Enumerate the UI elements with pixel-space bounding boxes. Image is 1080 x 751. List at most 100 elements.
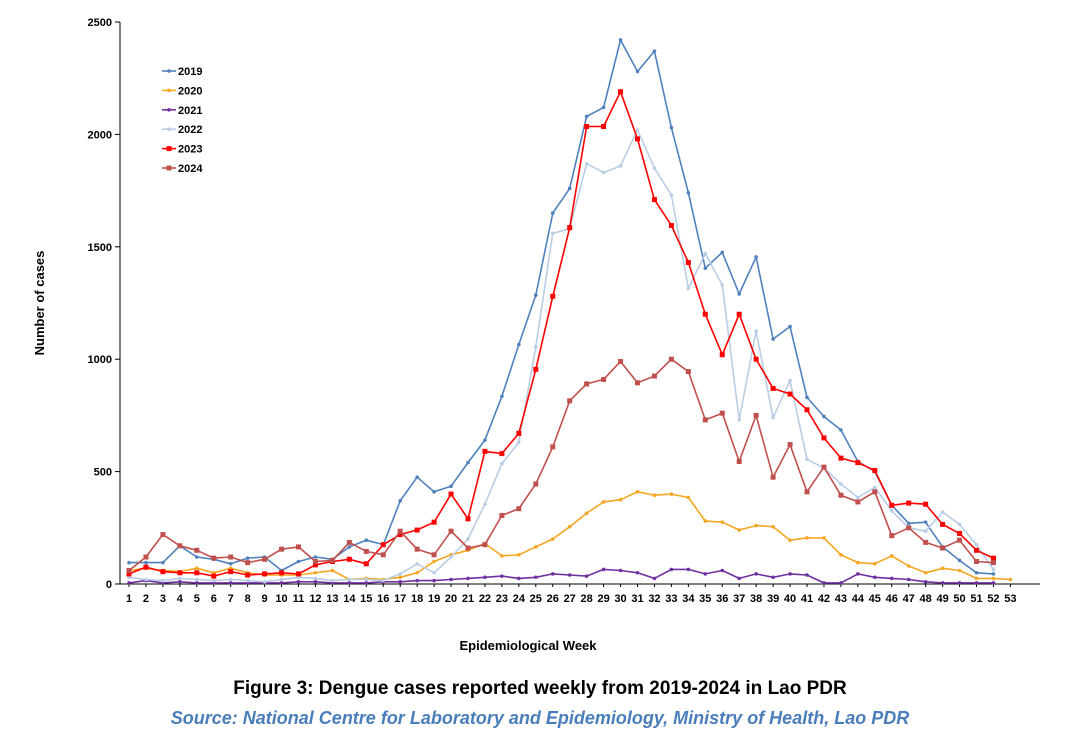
data-point: [550, 293, 556, 299]
data-point: [601, 170, 606, 175]
data-point: [567, 524, 572, 529]
data-point: [432, 559, 436, 564]
data-point: [346, 556, 352, 562]
series-line-2022: [128, 129, 995, 583]
data-point: [228, 581, 233, 585]
data-point: [567, 398, 573, 404]
data-point: [974, 542, 979, 547]
data-point: [500, 554, 504, 558]
data-point: [567, 573, 572, 577]
x-tick-label: 1: [126, 593, 132, 605]
data-point: [618, 358, 624, 364]
data-point: [889, 576, 894, 581]
data-point: [127, 560, 131, 565]
y-tick-label: 2000: [88, 129, 112, 141]
data-point: [584, 124, 590, 130]
data-point: [906, 521, 911, 526]
data-point: [584, 381, 590, 387]
x-tick-label: 53: [1004, 593, 1016, 605]
data-point: [618, 38, 623, 42]
legend-label: 2023: [178, 144, 202, 156]
data-point: [991, 572, 996, 576]
data-point: [991, 567, 996, 572]
data-point: [940, 510, 945, 514]
data-point: [906, 525, 912, 531]
data-point: [550, 211, 555, 215]
data-point: [567, 225, 573, 231]
data-point: [465, 545, 471, 551]
data-point: [126, 568, 132, 574]
data-point: [923, 501, 929, 507]
data-point: [737, 292, 741, 296]
data-point: [703, 572, 708, 576]
series-line-2019: [129, 39, 994, 575]
x-tick-label: 46: [886, 593, 898, 605]
data-point: [312, 559, 318, 565]
data-point: [873, 561, 877, 566]
data-point: [397, 532, 403, 538]
data-point: [923, 529, 928, 533]
x-tick-label: 36: [716, 593, 728, 605]
data-point: [330, 578, 335, 583]
data-point: [330, 568, 335, 573]
legend-swatch-marker: [167, 88, 171, 93]
data-point: [839, 581, 843, 585]
data-point: [940, 566, 945, 571]
data-point: [856, 560, 860, 565]
data-point: [838, 492, 844, 498]
data-point: [669, 125, 674, 130]
series-2024: [126, 356, 996, 574]
data-point: [618, 568, 623, 573]
data-point: [245, 578, 250, 583]
data-point: [889, 509, 894, 513]
data-point: [567, 186, 572, 191]
data-point: [974, 576, 979, 581]
x-tick-label: 16: [377, 593, 389, 605]
x-tick-label: 9: [262, 593, 268, 605]
y-axis-title: Number of cases: [32, 251, 47, 356]
legend-label: 2020: [178, 85, 202, 97]
data-point: [584, 574, 589, 578]
data-point: [771, 575, 775, 580]
legend-item-2023: 2023: [162, 144, 202, 156]
data-point: [601, 500, 606, 504]
data-point: [517, 440, 521, 445]
data-point: [771, 337, 775, 341]
data-point: [940, 521, 946, 527]
data-point: [161, 578, 165, 583]
data-point: [601, 105, 606, 110]
data-point: [856, 572, 860, 576]
data-point: [974, 547, 979, 553]
data-point: [449, 577, 453, 582]
x-tick-label: 42: [818, 593, 830, 605]
data-point: [957, 581, 962, 585]
y-tick-label: 1000: [88, 354, 112, 366]
data-point: [635, 570, 640, 575]
x-tick-label: 50: [953, 593, 965, 605]
x-tick-label: 19: [428, 593, 440, 605]
data-point: [194, 570, 200, 576]
data-point: [313, 570, 318, 575]
data-point: [889, 502, 895, 508]
data-point: [838, 455, 844, 461]
data-point: [788, 572, 792, 576]
legend-item-2020: 2020: [162, 85, 202, 97]
data-point: [228, 569, 234, 575]
data-point: [957, 558, 962, 563]
data-point: [686, 286, 691, 291]
data-point: [211, 555, 217, 561]
data-point: [737, 528, 741, 532]
data-point: [312, 562, 318, 568]
x-tick-label: 15: [360, 593, 372, 605]
data-point: [381, 578, 386, 583]
data-point: [500, 461, 504, 466]
data-point: [296, 579, 301, 584]
data-point: [534, 345, 538, 349]
data-point: [990, 560, 996, 566]
series-2022: [127, 128, 996, 584]
data-point: [652, 576, 657, 581]
x-tick-label: 25: [530, 593, 542, 605]
data-point: [160, 532, 166, 538]
data-point: [178, 576, 182, 581]
